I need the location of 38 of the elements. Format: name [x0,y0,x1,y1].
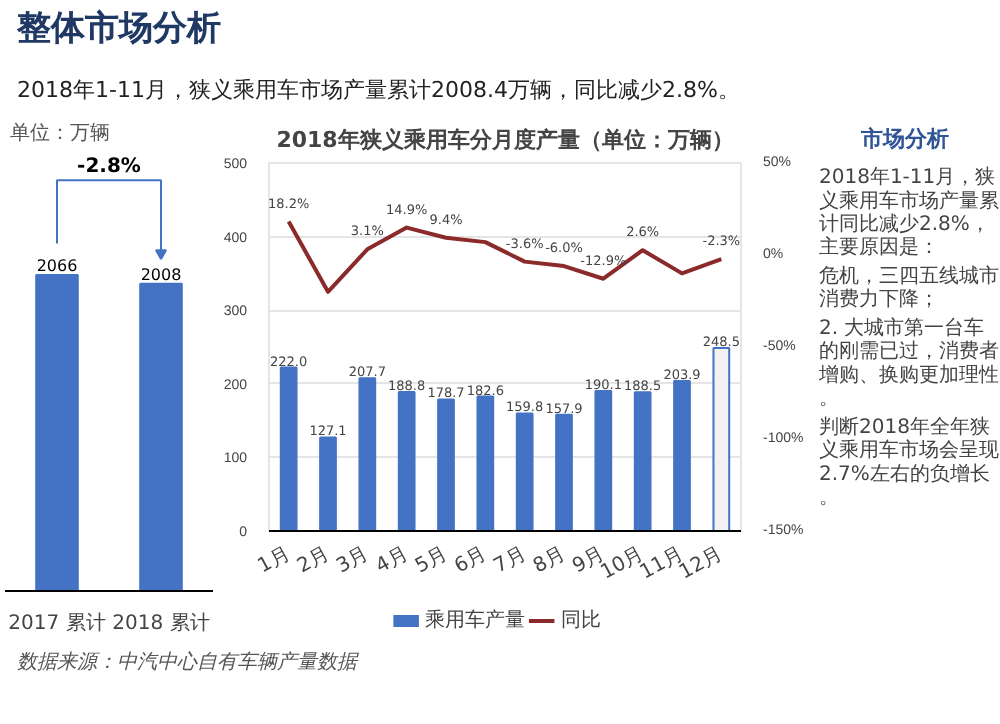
x-tick-label: 4月 [372,543,412,579]
chart-title: 2018年狭义乘用车分月度产量（单位：万辆） [276,127,734,153]
x-tick-label: 8月 [530,543,570,579]
data-label: 2066 [36,257,78,275]
data-label: 2008 [140,265,182,284]
text: 市场分析 [859,125,949,152]
x-tick-label: 2月 [294,543,334,579]
legend-label: 同比 [560,608,601,632]
x-tick-label: 12月 [676,543,727,585]
x-tick-label: 5月 [412,543,452,579]
legend-label: 乘用车产量 [425,608,526,632]
text: 判断2018年全年狭义乘用车市场会呈现2.7%左右的负增长。 [819,414,999,509]
bar [476,395,495,531]
bar [594,390,613,531]
text: 危机，三四五线城市消费力下降； [819,264,999,312]
text: -2.8% [77,156,141,179]
text: 单位：万辆 [10,121,111,146]
x-tick-label: 1月 [254,543,294,579]
bar [712,347,731,531]
x-tick-label: 3月 [333,543,373,579]
text: 整体市场分析 [15,9,221,49]
bar [555,413,573,531]
source-note: 数据来源：中汽中心自有车辆产量数据 [17,650,359,674]
bar [515,412,534,531]
x-tick-label: 2018 累计 [112,611,210,635]
bar [397,391,416,531]
bar [358,377,377,531]
x-tick-label: 2017 累计 [8,611,106,635]
text: 2. 大城市第一台车的刚需已过，消费者增购、换购更加理性。 [817,316,999,411]
bar [437,398,455,531]
bar [673,379,691,531]
text: 2018年1-11月，狭义乘用车市场产量累计2008.4万辆，同比减少2.8%。 [17,77,740,103]
bar [279,366,298,531]
text: 2018年1-11月，狭义乘用车市场产量累计同比减少2.8%，主要原因是： [819,165,999,260]
x-tick-label: 7月 [490,543,530,579]
x-tick-label: 6月 [451,543,491,579]
bar [633,391,652,531]
bar [319,436,337,531]
